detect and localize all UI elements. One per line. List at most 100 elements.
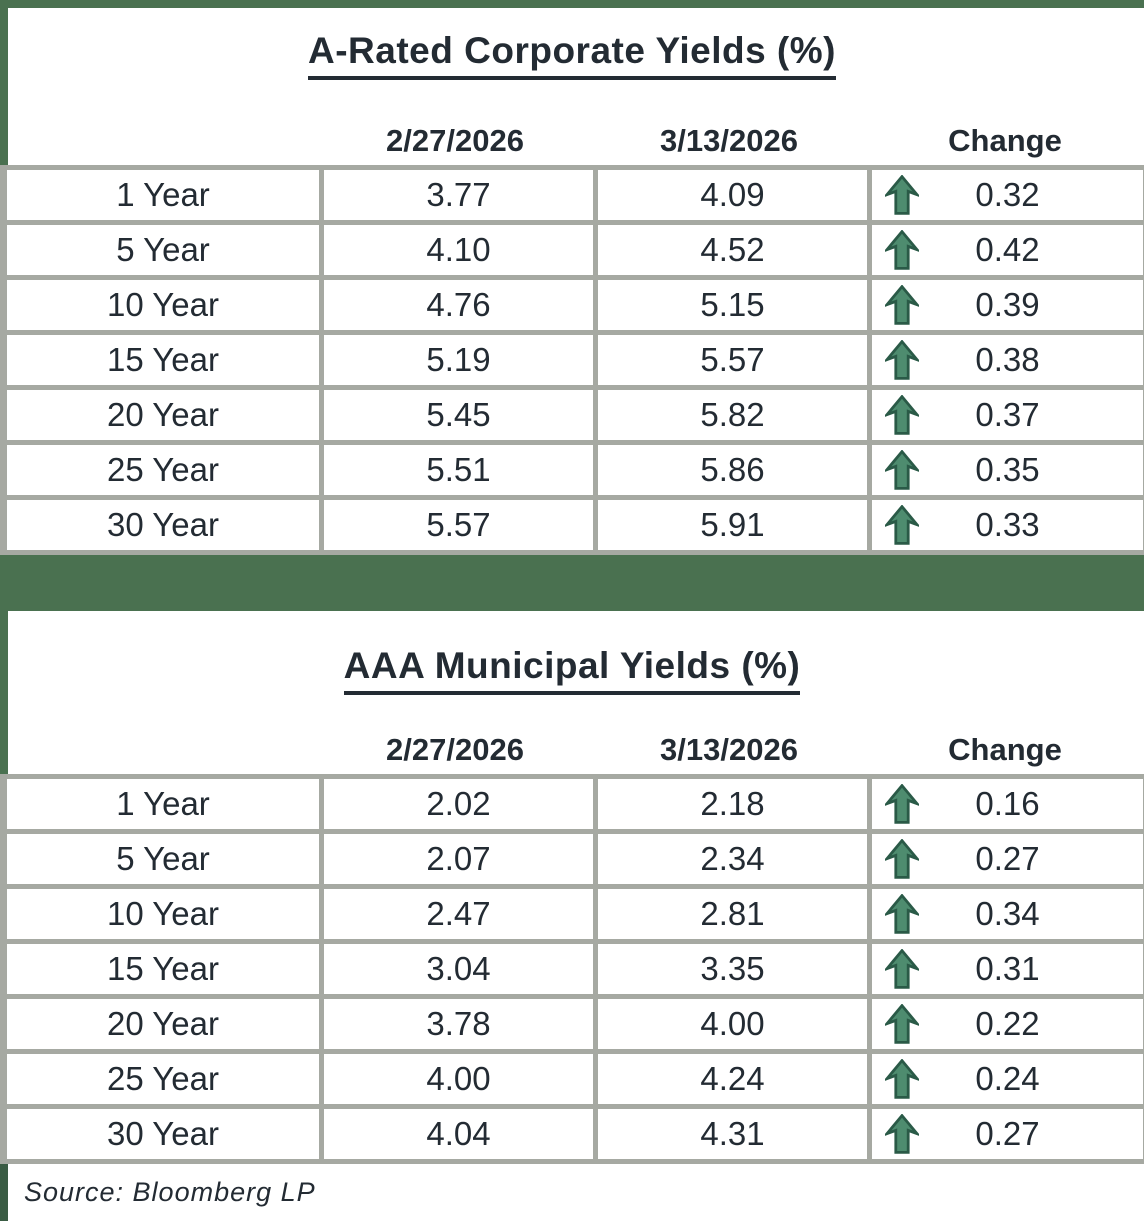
curr-yield-cell: 5.82 xyxy=(593,385,872,445)
change-value: 0.34 xyxy=(975,895,1040,932)
source-note: Source: Bloomberg LP xyxy=(24,1177,316,1207)
maturity-cell: 20 Year xyxy=(1,385,324,445)
prev-yield-cell: 3.78 xyxy=(319,994,598,1054)
table-row: 1 Year 2.02 2.18 0.16 xyxy=(1,774,1144,834)
prev-yield-cell: 5.19 xyxy=(319,330,598,390)
change-value: 0.35 xyxy=(975,451,1040,488)
change-cell: 0.22 xyxy=(867,994,1144,1054)
column-header-curr-date: 3/13/2026 xyxy=(660,123,798,158)
up-arrow-icon xyxy=(882,838,922,879)
change-cell: 0.39 xyxy=(867,275,1144,335)
change-cell: 0.34 xyxy=(867,884,1144,944)
change-value: 0.42 xyxy=(975,231,1040,268)
table-row: 25 Year 4.00 4.24 0.24 xyxy=(1,1049,1144,1109)
municipal-column-headers: 2/27/2026 3/13/2026 Change xyxy=(0,732,1144,774)
change-cell: 0.31 xyxy=(867,939,1144,999)
curr-yield-cell: 2.34 xyxy=(593,829,872,889)
change-cell: 0.16 xyxy=(867,774,1144,834)
curr-yield-cell: 5.57 xyxy=(593,330,872,390)
change-value: 0.39 xyxy=(975,286,1040,323)
section-divider-bar xyxy=(0,555,1144,611)
table-row: 10 Year 2.47 2.81 0.34 xyxy=(1,884,1144,944)
up-arrow-icon xyxy=(882,449,922,490)
source-note-row: Source: Bloomberg LP xyxy=(0,1164,1144,1221)
corporate-table-title-text: A-Rated Corporate Yields (%) xyxy=(308,30,836,80)
maturity-cell: 30 Year xyxy=(1,1104,324,1164)
corporate-yields-header: A-Rated Corporate Yields (%) 2/27/2026 3… xyxy=(0,8,1144,165)
change-value: 0.38 xyxy=(975,341,1040,378)
prev-yield-cell: 5.45 xyxy=(319,385,598,445)
maturity-cell: 25 Year xyxy=(1,1049,324,1109)
curr-yield-cell: 4.00 xyxy=(593,994,872,1054)
curr-yield-cell: 2.81 xyxy=(593,884,872,944)
change-value: 0.24 xyxy=(975,1060,1040,1097)
column-header-change: Change xyxy=(948,123,1062,158)
prev-yield-cell: 5.57 xyxy=(319,495,598,555)
corporate-column-headers: 2/27/2026 3/13/2026 Change xyxy=(0,123,1144,165)
maturity-cell: 10 Year xyxy=(1,884,324,944)
change-value: 0.33 xyxy=(975,506,1040,543)
table-row: 30 Year 5.57 5.91 0.33 xyxy=(1,495,1144,555)
up-arrow-icon xyxy=(882,339,922,380)
curr-yield-cell: 4.52 xyxy=(593,220,872,280)
change-cell: 0.32 xyxy=(867,165,1144,225)
curr-yield-cell: 2.18 xyxy=(593,774,872,834)
maturity-cell: 5 Year xyxy=(1,829,324,889)
maturity-cell: 30 Year xyxy=(1,495,324,555)
prev-yield-cell: 2.07 xyxy=(319,829,598,889)
header-spacer xyxy=(0,123,318,159)
up-arrow-icon xyxy=(882,504,922,545)
table-row: 15 Year 5.19 5.57 0.38 xyxy=(1,330,1144,390)
maturity-cell: 5 Year xyxy=(1,220,324,280)
up-arrow-icon xyxy=(882,948,922,989)
table-row: 10 Year 4.76 5.15 0.39 xyxy=(1,275,1144,335)
up-arrow-icon xyxy=(882,783,922,824)
change-value: 0.37 xyxy=(975,396,1040,433)
table-row: 20 Year 5.45 5.82 0.37 xyxy=(1,385,1144,445)
up-arrow-icon xyxy=(882,1113,922,1154)
corporate-table-title: A-Rated Corporate Yields (%) xyxy=(0,8,1144,80)
change-cell: 0.24 xyxy=(867,1049,1144,1109)
prev-yield-cell: 4.76 xyxy=(319,275,598,335)
municipal-table-title: AAA Municipal Yields (%) xyxy=(0,611,1144,695)
curr-yield-cell: 4.24 xyxy=(593,1049,872,1109)
column-header-prev-date: 2/27/2026 xyxy=(386,123,524,158)
change-cell: 0.35 xyxy=(867,440,1144,500)
change-cell: 0.38 xyxy=(867,330,1144,390)
table-row: 30 Year 4.04 4.31 0.27 xyxy=(1,1104,1144,1164)
municipal-yields-table: 1 Year 2.02 2.18 0.16 5 Year 2.07 2.34 0.27 10… xyxy=(0,774,1144,1164)
municipal-table-title-text: AAA Municipal Yields (%) xyxy=(343,645,801,695)
up-arrow-icon xyxy=(882,284,922,325)
maturity-cell: 20 Year xyxy=(1,994,324,1054)
up-arrow-icon xyxy=(882,229,922,270)
prev-yield-cell: 3.77 xyxy=(319,165,598,225)
change-value: 0.22 xyxy=(975,1005,1040,1042)
table-row: 1 Year 3.77 4.09 0.32 xyxy=(1,165,1144,225)
change-value: 0.31 xyxy=(975,950,1040,987)
curr-yield-cell: 5.91 xyxy=(593,495,872,555)
table-row: 20 Year 3.78 4.00 0.22 xyxy=(1,994,1144,1054)
curr-yield-cell: 3.35 xyxy=(593,939,872,999)
prev-yield-cell: 5.51 xyxy=(319,440,598,500)
column-header-prev-date: 2/27/2026 xyxy=(386,732,524,767)
change-cell: 0.33 xyxy=(867,495,1144,555)
maturity-cell: 25 Year xyxy=(1,440,324,500)
change-cell: 0.27 xyxy=(867,1104,1144,1164)
up-arrow-icon xyxy=(882,174,922,215)
table-row: 5 Year 2.07 2.34 0.27 xyxy=(1,829,1144,889)
column-header-change: Change xyxy=(948,732,1062,767)
prev-yield-cell: 2.02 xyxy=(319,774,598,834)
prev-yield-cell: 3.04 xyxy=(319,939,598,999)
up-arrow-icon xyxy=(882,1003,922,1044)
up-arrow-icon xyxy=(882,1058,922,1099)
table-row: 25 Year 5.51 5.86 0.35 xyxy=(1,440,1144,500)
maturity-cell: 15 Year xyxy=(1,330,324,390)
change-value: 0.27 xyxy=(975,840,1040,877)
curr-yield-cell: 5.15 xyxy=(593,275,872,335)
up-arrow-icon xyxy=(882,893,922,934)
change-value: 0.16 xyxy=(975,785,1040,822)
curr-yield-cell: 5.86 xyxy=(593,440,872,500)
maturity-cell: 15 Year xyxy=(1,939,324,999)
change-value: 0.32 xyxy=(975,176,1040,213)
change-cell: 0.27 xyxy=(867,829,1144,889)
